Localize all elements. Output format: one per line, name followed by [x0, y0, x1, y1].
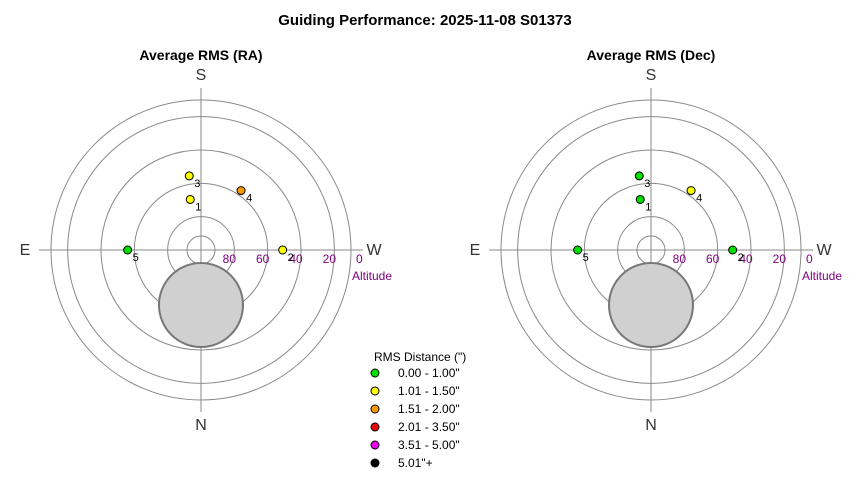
direction-label-east: E: [470, 242, 481, 259]
pole-exclusion-disc: [608, 262, 694, 348]
data-point-label: 1: [645, 201, 651, 213]
data-point: [573, 245, 583, 255]
altitude-ring: [550, 149, 752, 351]
legend-swatch: [370, 458, 380, 468]
legend-swatch: [370, 404, 380, 414]
legend-swatch: [370, 440, 380, 450]
legend: RMS Distance (") 0.00 - 1.00" 1.01 - 1.50"…: [370, 350, 466, 470]
altitude-tick-label: 80: [223, 252, 237, 266]
legend-item-label: 3.51 - 5.00": [398, 438, 460, 452]
horizon-ring: [500, 99, 802, 401]
altitude-tick-label: 40: [739, 252, 753, 266]
polar-chart-ra: Average RMS (RA) S N E W 80 60 40 20 0 Altitude 1 2 3…: [20, 47, 393, 434]
legend-swatch: [370, 422, 380, 432]
legend-item-label: 2.01 - 3.50": [398, 420, 460, 434]
data-point: [184, 171, 194, 181]
data-point: [634, 171, 644, 181]
data-point: [728, 245, 738, 255]
data-point-label: 2: [288, 252, 294, 264]
data-point-label: 4: [246, 193, 252, 205]
data-point-label: 3: [194, 178, 200, 190]
legend-item-label: 1.51 - 2.00": [398, 402, 460, 416]
legend-title: RMS Distance ("): [374, 350, 466, 364]
legend-item-label: 1.01 - 1.50": [398, 384, 460, 398]
horizon-ring: [50, 99, 352, 401]
legend-item-label: 5.01"+: [398, 456, 433, 470]
altitude-ring: [67, 116, 335, 384]
direction-label-north: N: [645, 417, 657, 434]
pole-exclusion-disc: [158, 262, 244, 348]
data-point-label: 3: [644, 178, 650, 190]
data-point-label: 1: [195, 201, 201, 213]
altitude-axis-label: Altitude: [352, 269, 392, 283]
direction-label-west: W: [366, 242, 382, 259]
direction-label-south: S: [196, 67, 207, 84]
direction-label-west: W: [816, 242, 832, 259]
data-point-label: 5: [583, 252, 589, 264]
altitude-tick-label: 60: [256, 252, 270, 266]
altitude-tick-label: 0: [356, 252, 363, 266]
data-point: [236, 186, 246, 196]
altitude-tick-label: 20: [323, 252, 337, 266]
polar-charts: Average RMS (RA)SNE W80 60 40 20 0Altitude123…: [20, 47, 843, 434]
data-point: [686, 186, 696, 196]
altitude-ring: [100, 149, 302, 351]
data-point: [278, 245, 288, 255]
data-point-label: 5: [133, 252, 139, 264]
legend-item-label: 0.00 - 1.00": [398, 366, 460, 380]
figure-title: Guiding Performance: 2025-11-08 S01373: [278, 12, 571, 29]
altitude-tick-label: 20: [773, 252, 787, 266]
altitude-tick-label: 40: [289, 252, 303, 266]
data-point-label: 2: [738, 252, 744, 264]
chart-title: Average RMS (Dec): [587, 47, 716, 63]
legend-swatch: [370, 386, 380, 396]
altitude-ring: [517, 116, 785, 384]
chart-title: Average RMS (RA): [139, 47, 262, 63]
data-point: [635, 194, 645, 204]
polar-chart-dec: Average RMS (Dec) S N E W 80 60 40 20 0 Altitude 1 2…: [470, 47, 843, 434]
altitude-tick-label: 0: [806, 252, 813, 266]
data-point: [123, 245, 133, 255]
direction-label-south: S: [646, 67, 657, 84]
direction-label-east: E: [20, 242, 31, 259]
data-point: [185, 194, 195, 204]
altitude-tick-label: 80: [673, 252, 687, 266]
legend-swatch: [370, 368, 380, 378]
direction-label-north: N: [195, 417, 207, 434]
altitude-axis-label: Altitude: [802, 269, 842, 283]
data-point-label: 4: [696, 193, 702, 205]
altitude-tick-label: 60: [706, 252, 720, 266]
